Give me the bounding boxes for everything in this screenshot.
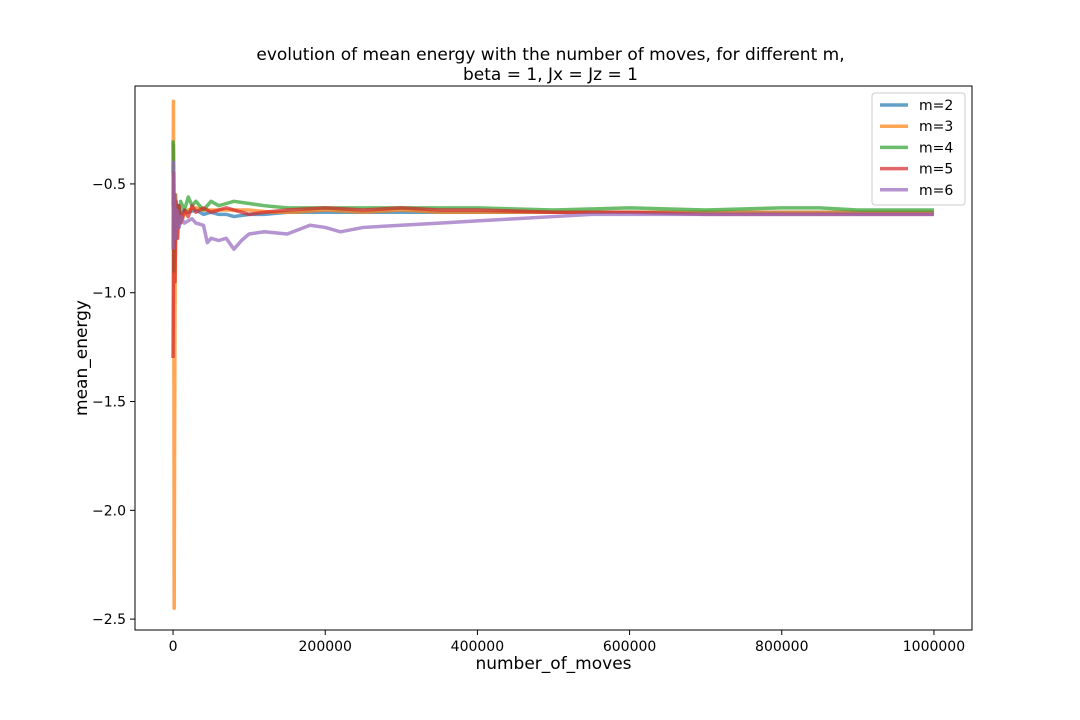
- chart-title: evolution of mean energy with the number…: [256, 45, 844, 65]
- plot-frame: [134, 85, 973, 631]
- series-layer: [171, 99, 934, 610]
- y-tick-label: −2.0: [92, 503, 126, 519]
- legend-label: m=3: [919, 119, 953, 135]
- legend-item: m=6: [880, 183, 953, 199]
- legend-item: m=4: [880, 140, 953, 156]
- y-tick-label: −0.5: [92, 177, 126, 193]
- legend-frame: [871, 92, 966, 206]
- legend: m=2 m=3 m=4 m=5 m=6: [871, 92, 966, 206]
- x-tick-label: 400000: [451, 639, 504, 655]
- y-tick-label: −1.0: [92, 286, 126, 302]
- x-tick-label: 600000: [603, 639, 656, 655]
- series-line-m-6: [171, 160, 934, 251]
- legend-label: m=5: [919, 162, 953, 178]
- legend-label: m=6: [919, 183, 953, 199]
- x-tick-label: 800000: [755, 639, 808, 655]
- x-tick-label: 1000000: [903, 639, 965, 655]
- chart-subtitle: beta = 1, Jx = Jz = 1: [463, 65, 638, 85]
- y-axis-label: mean_energy: [72, 300, 92, 416]
- y-tick-label: −2.5: [92, 612, 126, 628]
- legend-label: m=2: [919, 98, 953, 114]
- legend-item: m=3: [880, 119, 953, 135]
- x-axis: 0 200000 400000 600000 800000 1000000: [169, 630, 965, 655]
- x-tick-label: 0: [169, 639, 178, 655]
- y-tick-label: −1.5: [92, 395, 126, 411]
- x-tick-label: 200000: [299, 639, 352, 655]
- x-axis-label: number_of_moves: [475, 654, 631, 674]
- legend-label: m=4: [919, 140, 953, 156]
- legend-item: m=5: [880, 162, 953, 178]
- legend-item: m=2: [880, 98, 953, 114]
- y-axis: −2.5 −2.0 −1.5 −1.0 −0.5: [92, 177, 135, 628]
